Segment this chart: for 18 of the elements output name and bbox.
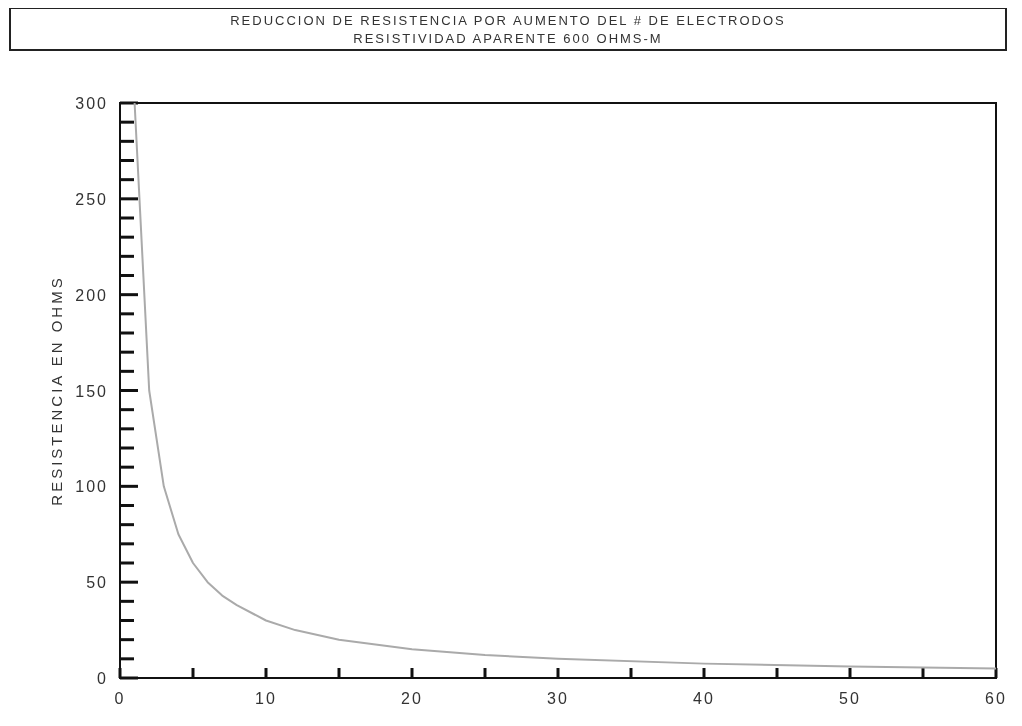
y-axis-title: RESISTENCIA EN OHMS: [48, 275, 65, 506]
line-series: [133, 102, 997, 670]
x-tick-label: 50: [839, 690, 861, 707]
x-tick-label: 0: [114, 690, 126, 707]
y-tick-label: 300: [75, 95, 108, 112]
y-tick-label: 50: [86, 574, 108, 592]
y-tick-label: 250: [75, 190, 108, 208]
chart-title: REDUCCION DE RESISTENCIA POR AUMENTO DEL # DE ELECTRODOS: [230, 13, 786, 28]
x-tick-label: 20: [401, 690, 423, 707]
y-tick-label: 200: [75, 286, 108, 304]
x-tick-label: 60: [985, 690, 1007, 707]
y-tick-label: 0: [97, 670, 108, 687]
chart-subtitle: RESISTIVIDAD APARENTE 600 OHMS-M: [353, 31, 663, 46]
y-tick-label: 100: [75, 478, 108, 496]
x-tick-label: 40: [693, 690, 715, 707]
x-tick-label: 30: [547, 690, 569, 707]
y-tick-label: 150: [75, 382, 108, 400]
x-tick-label: 10: [255, 690, 277, 707]
